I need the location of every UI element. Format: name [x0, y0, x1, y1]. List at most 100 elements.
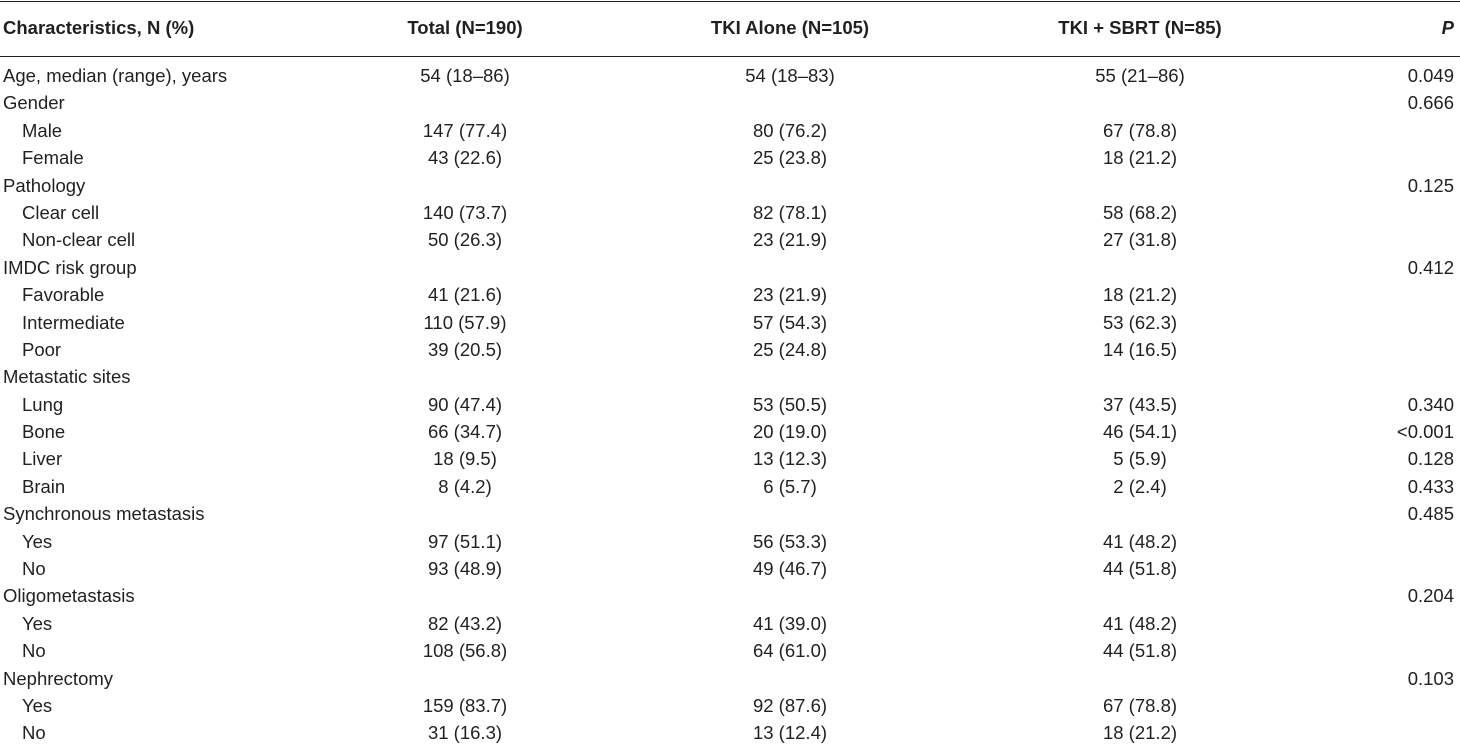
table-row: No 31 (16.3) 13 (12.4) 18 (21.2): [0, 719, 1460, 746]
cell-p-value: 0.666: [1407, 92, 1454, 114]
cell-total: 93 (48.9): [427, 558, 503, 580]
header-total: Total (N=190): [407, 17, 523, 38]
row-label: IMDC risk group: [3, 256, 137, 278]
table-row: Poor 39 (20.5) 25 (24.8) 14 (16.5): [0, 336, 1460, 363]
cell-tki-alone: 20 (19.0): [752, 421, 828, 443]
cell-tki-alone: 23 (21.9): [752, 284, 828, 306]
cell-total: 90 (47.4): [427, 393, 503, 415]
cell-total: [365, 172, 565, 199]
cell-total: 140 (73.7): [422, 201, 508, 223]
cell-tki-alone: 57 (54.3): [752, 311, 828, 333]
row-label: Metastatic sites: [3, 366, 131, 388]
table-row: Nephrectomy 0.103: [0, 665, 1460, 692]
table-body: Age, median (range), years 54 (18–86) 54 (…: [0, 62, 1460, 747]
header-characteristics: Characteristics, N (%): [3, 17, 195, 38]
cell-total: 18 (9.5): [433, 448, 497, 470]
cell-tki-alone: [690, 172, 890, 199]
cell-tki-sbrt: 2 (2.4): [1113, 475, 1167, 497]
cell-p-value: [1300, 199, 1454, 226]
cell-tki-alone: [690, 89, 890, 116]
cell-tki-sbrt: 5 (5.9): [1113, 448, 1167, 470]
row-label: Female: [22, 147, 84, 169]
cell-tki-alone: 54 (18–83): [745, 65, 835, 86]
cell-total: 147 (77.4): [422, 119, 508, 141]
row-label: Brain: [22, 475, 66, 497]
cell-tki-sbrt: 27 (31.8): [1102, 229, 1178, 251]
row-label: Gender: [3, 92, 65, 114]
cell-p-value: [1300, 692, 1454, 719]
cell-tki-sbrt: 55 (21–86): [1095, 65, 1185, 86]
row-label: No: [22, 558, 46, 580]
row-label: Pathology: [3, 174, 86, 196]
cell-tki-alone: 53 (50.5): [752, 393, 828, 415]
table-row: Gender 0.666: [0, 89, 1460, 116]
cell-p-value: [1300, 528, 1454, 555]
cell-total: [365, 89, 565, 116]
row-label: Yes: [22, 694, 53, 716]
cell-total: 159 (83.7): [422, 694, 508, 716]
cell-tki-alone: 23 (21.9): [752, 229, 828, 251]
cell-tki-alone: 64 (61.0): [752, 640, 828, 662]
cell-tki-alone: [690, 665, 890, 692]
cell-p-value: 0.433: [1407, 475, 1454, 497]
row-label: Yes: [22, 612, 53, 634]
cell-total: 66 (34.7): [427, 421, 503, 443]
row-label: Nephrectomy: [3, 667, 114, 689]
cell-tki-sbrt: 18 (21.2): [1102, 722, 1178, 744]
cell-p-value: [1300, 117, 1454, 144]
cell-p-value: [1300, 281, 1454, 308]
table-header-rule: [0, 56, 1460, 57]
row-label: Lung: [22, 393, 64, 415]
cell-p-value: [1300, 226, 1454, 253]
cell-tki-alone: 41 (39.0): [752, 612, 828, 634]
cell-tki-alone: 25 (24.8): [752, 338, 828, 360]
cell-tki-sbrt: [1040, 363, 1240, 390]
header-p-value: P: [1441, 17, 1454, 38]
table-row: Synchronous metastasis 0.485: [0, 500, 1460, 527]
table-row: Bone 66 (34.7) 20 (19.0) 46 (54.1) <0.001: [0, 418, 1460, 445]
header-tki-sbrt: TKI + SBRT (N=85): [1058, 17, 1222, 38]
cell-p-value: 0.204: [1407, 585, 1454, 607]
row-label: No: [22, 722, 46, 744]
cell-tki-sbrt: [1040, 89, 1240, 116]
cell-total: 54 (18–86): [420, 65, 510, 86]
table-row: Non-clear cell 50 (26.3) 23 (21.9) 27 (31.8…: [0, 226, 1460, 253]
cell-tki-sbrt: 46 (54.1): [1102, 421, 1178, 443]
cell-tki-sbrt: [1040, 500, 1240, 527]
cell-p-value: 0.128: [1407, 448, 1454, 470]
cell-tki-alone: 13 (12.4): [752, 722, 828, 744]
cell-tki-sbrt: [1040, 172, 1240, 199]
row-label: Clear cell: [22, 201, 100, 223]
cell-tki-sbrt: [1040, 665, 1240, 692]
cell-p-value: [1300, 336, 1454, 363]
table-row: No 93 (48.9) 49 (46.7) 44 (51.8): [0, 555, 1460, 582]
cell-tki-alone: [690, 254, 890, 281]
cell-tki-alone: 49 (46.7): [752, 558, 828, 580]
cell-total: 31 (16.3): [427, 722, 503, 744]
table-row: Intermediate 110 (57.9) 57 (54.3) 53 (62.3): [0, 309, 1460, 336]
table-row: Lung 90 (47.4) 53 (50.5) 37 (43.5) 0.340: [0, 391, 1460, 418]
cell-total: 43 (22.6): [427, 147, 503, 169]
cell-tki-sbrt: [1040, 254, 1240, 281]
cell-tki-sbrt: [1040, 582, 1240, 609]
cell-p-value: 0.049: [1407, 65, 1454, 86]
cell-tki-alone: 82 (78.1): [752, 201, 828, 223]
header-tki-alone: TKI Alone (N=105): [710, 17, 870, 38]
cell-total: 50 (26.3): [427, 229, 503, 251]
cell-p-value: 0.103: [1407, 667, 1454, 689]
row-label: Yes: [22, 530, 53, 552]
cell-p-value: <0.001: [1396, 421, 1454, 443]
cell-p-value: 0.125: [1407, 174, 1454, 196]
table-row: Female 43 (22.6) 25 (23.8) 18 (21.2): [0, 144, 1460, 171]
table-row: Age, median (range), years 54 (18–86) 54 (…: [0, 62, 1460, 89]
row-label: Bone: [22, 421, 66, 443]
cell-total: 82 (43.2): [427, 612, 503, 634]
row-label: Oligometastasis: [3, 585, 135, 607]
table-row: Clear cell 140 (73.7) 82 (78.1) 58 (68.2): [0, 199, 1460, 226]
table-top-rule: [0, 1, 1460, 2]
cell-tki-sbrt: 44 (51.8): [1102, 640, 1178, 662]
cell-tki-alone: 13 (12.3): [752, 448, 828, 470]
cell-tki-alone: 6 (5.7): [763, 475, 817, 497]
cell-total: [365, 665, 565, 692]
cell-total: 39 (20.5): [427, 338, 503, 360]
